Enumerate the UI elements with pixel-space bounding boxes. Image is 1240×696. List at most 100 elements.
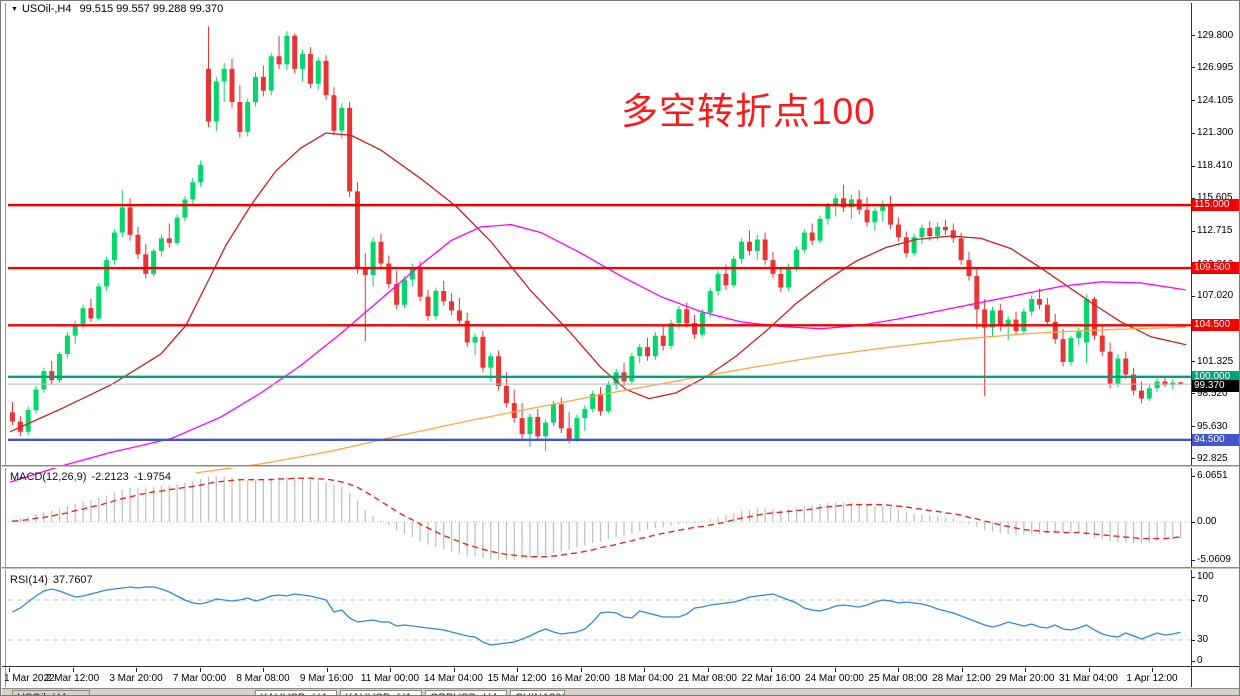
price-tick-label: 129.800 xyxy=(1197,29,1234,41)
candle-down xyxy=(449,301,455,311)
chart-tab[interactable]: USOil-,H4 xyxy=(12,690,90,695)
candle-up xyxy=(872,210,878,223)
candle-up xyxy=(990,310,995,328)
candle-up xyxy=(1005,319,1011,327)
candle-down xyxy=(206,68,211,122)
macd-signal-line[interactable] xyxy=(12,477,1181,558)
time-tick xyxy=(136,668,137,672)
rsi-tick-label: 0 xyxy=(1197,655,1203,666)
time-tick-label: 31 Mar 04:00 xyxy=(1059,673,1118,684)
candle-up xyxy=(472,336,478,343)
ma-slow-line[interactable] xyxy=(195,326,1187,474)
candle-up xyxy=(119,207,125,233)
candle-down xyxy=(1123,358,1129,375)
chart-tabs-strip[interactable]: USOil-,H4 XAUUSD-,H4XAUUSD-,H1GBPUSD-,H4C… xyxy=(2,688,1239,695)
time-tick xyxy=(580,668,582,672)
symbol-timeframe-label: USOil-,H4 xyxy=(21,3,72,15)
time-tick-label: 7 Mar 00:00 xyxy=(172,673,227,684)
time-tick-label: 9 Mar 16:00 xyxy=(299,673,354,684)
candle-down xyxy=(997,310,1003,327)
candle-down xyxy=(1178,382,1184,385)
price-tick xyxy=(1191,165,1195,167)
macd-tick xyxy=(1191,559,1195,561)
candle-down xyxy=(143,254,149,274)
rsi-line[interactable] xyxy=(12,586,1181,646)
candle-down xyxy=(1131,374,1137,391)
candle-up xyxy=(151,250,157,274)
candle-down xyxy=(307,54,313,84)
candle-down xyxy=(903,237,909,254)
candle-down xyxy=(692,323,698,335)
time-tick xyxy=(1088,668,1090,672)
candle-down xyxy=(292,35,298,69)
chart-tab[interactable]: CHINA300-,H4 xyxy=(510,690,565,695)
time-tick xyxy=(72,668,74,672)
symbol-dropdown-icon[interactable]: ▼ xyxy=(11,6,18,13)
candle-up xyxy=(245,102,251,132)
candle-down xyxy=(441,290,447,302)
candle-down xyxy=(354,191,360,267)
chart-tab[interactable]: XAUUSD-,H4 xyxy=(255,690,337,695)
candle-down xyxy=(598,394,603,412)
candle-down xyxy=(1052,321,1058,340)
candle-up xyxy=(629,356,635,382)
macd-name: MACD(12,26,9) xyxy=(10,471,87,483)
time-tick-label: 14 Mar 04:00 xyxy=(424,673,483,684)
price-tick-label: 121.300 xyxy=(1197,127,1234,138)
time-tick xyxy=(326,668,328,672)
time-tick xyxy=(834,668,836,672)
price-tick-label: 98.520 xyxy=(1197,387,1228,399)
chart-tab[interactable]: GBPUSD-,H4 xyxy=(425,690,507,695)
price-tick xyxy=(1191,35,1195,37)
time-tick xyxy=(199,668,201,672)
rsi-tick-label: 30 xyxy=(1197,634,1209,645)
candle-up xyxy=(57,353,63,381)
macd-tick-label: 0.00 xyxy=(1197,516,1217,527)
ma-fast-line[interactable] xyxy=(9,132,1187,433)
macd-histogram xyxy=(11,476,1182,561)
chart-symbol-header[interactable]: ▼ USOil-,H4 99.515 99.557 99.288 99.370 xyxy=(11,3,223,15)
price-tick-label: 124.105 xyxy=(1197,94,1234,106)
time-tick xyxy=(1152,668,1153,672)
time-tick-label: 22 Mar 16:00 xyxy=(741,673,801,684)
candle-down xyxy=(762,239,768,261)
candle-up xyxy=(543,422,549,437)
candles-layer[interactable] xyxy=(10,26,1184,452)
candle-up xyxy=(668,323,674,346)
candle-up xyxy=(433,290,439,317)
candle-up xyxy=(409,268,415,280)
candle-up xyxy=(25,410,31,432)
candle-down xyxy=(982,309,988,328)
candle-up xyxy=(198,165,204,183)
candle-up xyxy=(182,199,188,218)
candle-down xyxy=(1091,299,1097,336)
price-axis-border[interactable] xyxy=(1191,3,1192,687)
candle-down xyxy=(480,336,486,368)
candle-down xyxy=(535,416,541,437)
candle-up xyxy=(848,199,854,208)
candle-down xyxy=(974,276,980,310)
chart-tab[interactable]: XAUUSD-,H1 xyxy=(340,690,422,695)
macd-pane-splitter[interactable] xyxy=(2,465,1239,468)
price-tick xyxy=(1191,100,1195,102)
candle-down xyxy=(888,203,894,225)
candle-down xyxy=(958,238,964,261)
candle-down xyxy=(456,310,462,321)
level-price-label: 115.000 xyxy=(1192,199,1239,212)
candle-up xyxy=(919,228,925,238)
candle-up xyxy=(370,241,376,275)
price-tick xyxy=(1191,361,1195,363)
time-tick xyxy=(1025,668,1026,672)
candle-down xyxy=(841,198,847,208)
candle-up xyxy=(699,312,705,335)
time-tick-label: 3 Mar 20:00 xyxy=(109,673,163,684)
candle-up xyxy=(1021,311,1027,332)
price-tick-label: 112.715 xyxy=(1197,225,1233,237)
chart-text-annotation[interactable]: 多空转折点100 xyxy=(621,91,876,132)
rsi-pane-splitter[interactable] xyxy=(2,567,1239,570)
ma-mid-line[interactable] xyxy=(9,223,1187,483)
price-tick-label: 115.605 xyxy=(1197,192,1233,204)
candle-up xyxy=(739,241,745,259)
